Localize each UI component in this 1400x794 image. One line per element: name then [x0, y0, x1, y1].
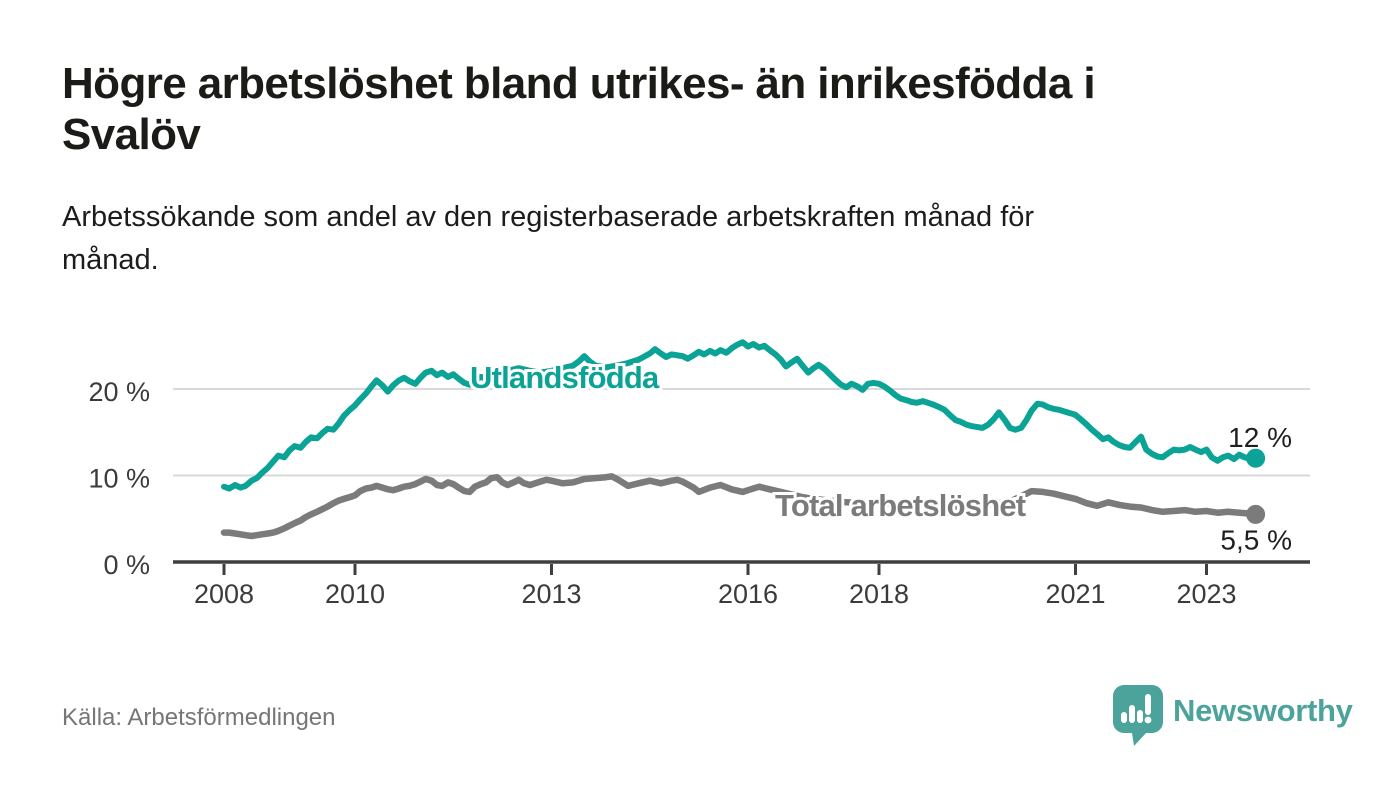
x-axis-label-2008: 2008: [194, 579, 254, 609]
series-label-total: Total arbetslöshet: [775, 488, 1026, 523]
newsworthy-logo-icon: [1113, 685, 1163, 746]
page-title-line-1: Högre arbetslöshet bland utrikes- än inr…: [62, 59, 1096, 108]
series-end-dot-total: [1246, 504, 1266, 524]
series-end-dot-utlandsfodda: [1246, 448, 1266, 468]
series-end-label-utlandsfodda: 12 %: [1228, 422, 1292, 453]
y-axis-label-0: 0 %: [103, 550, 150, 580]
series-line-utlandsfodda: [221, 339, 1259, 492]
x-axis-label-2023: 2023: [1176, 579, 1236, 609]
page-title-line-2: Svalöv: [62, 110, 201, 159]
source-caption: Källa: Arbetsförmedlingen: [62, 704, 336, 731]
bar-chart-glyph: [1121, 694, 1152, 724]
series-line-total: [220, 473, 1259, 540]
x-axis-label-2021: 2021: [1045, 579, 1105, 609]
x-axis-label-2018: 2018: [849, 579, 909, 609]
brand-wordmark: Newsworthy: [1173, 693, 1353, 728]
y-axis-label-20: 20 %: [88, 377, 150, 407]
x-axis-label-2013: 2013: [521, 579, 581, 609]
y-axis-label-10: 10 %: [88, 464, 150, 494]
page-title: Högre arbetslöshet bland utrikes- än inr…: [62, 58, 1352, 160]
chart-subtitle-line-1: Arbetssökande som andel av den registerb…: [62, 201, 1035, 233]
brand-lockup: Newsworthy: [1112, 684, 1353, 748]
chart-subtitle-line-2: månad.: [62, 244, 159, 276]
x-axis-label-2016: 2016: [718, 579, 778, 609]
series-label-utlandsfodda: Utlandsfödda: [470, 360, 660, 395]
chart-subtitle: Arbetssökande som andel av den registerb…: [62, 196, 1342, 282]
x-axis-label-2010: 2010: [325, 579, 385, 609]
series-end-label-total: 5,5 %: [1220, 524, 1292, 555]
